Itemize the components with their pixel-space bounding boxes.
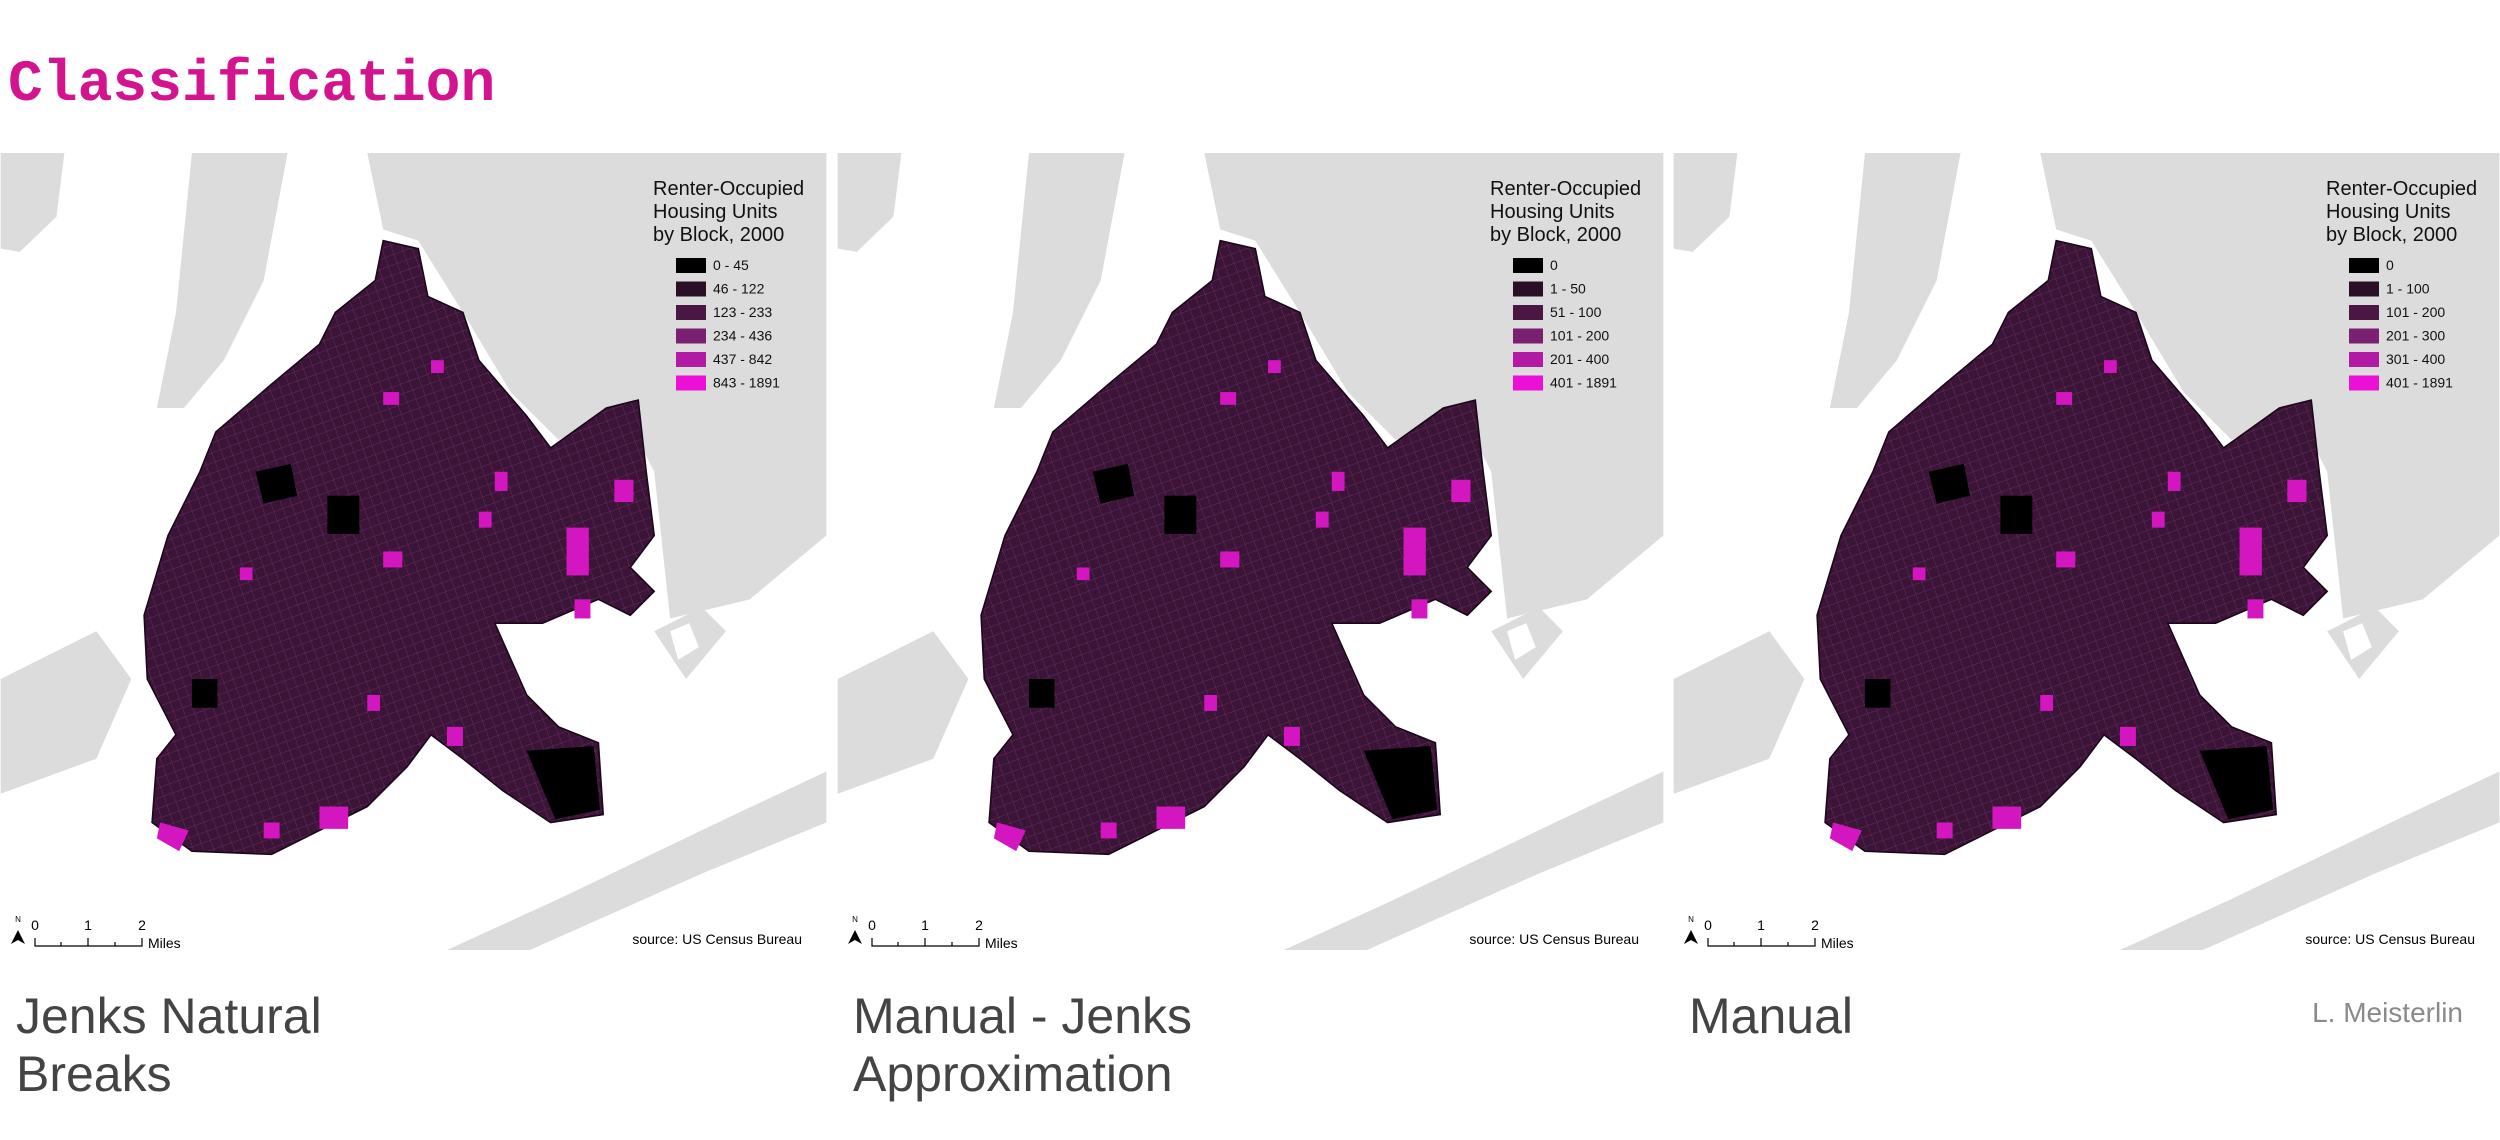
scale-bar xyxy=(871,938,980,947)
legend-swatch xyxy=(1513,352,1543,367)
scale-label: Miles xyxy=(1821,935,1854,951)
author: L. Meisterlin xyxy=(2312,997,2463,1028)
panel-caption: Breaks xyxy=(16,1046,172,1102)
legend-title: Renter-Occupied xyxy=(653,178,804,200)
legend-label: 401 - 1891 xyxy=(1550,375,1617,391)
slide-title: Classification xyxy=(8,53,495,118)
legend-label: 437 - 842 xyxy=(713,351,772,367)
legend-swatch xyxy=(676,281,706,297)
source-note: source: US Census Bureau xyxy=(632,931,802,947)
scale-label: 1 xyxy=(1757,917,1765,933)
legend-swatch xyxy=(676,352,706,367)
legend-label: 201 - 400 xyxy=(1550,351,1609,367)
legend-title: by Block, 2000 xyxy=(1490,224,1621,246)
scale-bar xyxy=(1707,938,1816,947)
legend-label: 51 - 100 xyxy=(1550,304,1602,320)
scale-bar xyxy=(34,938,143,947)
legend-swatch xyxy=(676,258,706,273)
scale-label: 2 xyxy=(138,917,146,933)
legend-title: Renter-Occupied xyxy=(1490,178,1641,200)
legend-title: Housing Units xyxy=(653,201,778,223)
legend-title: Housing Units xyxy=(2326,201,2451,223)
legend-label: 101 - 200 xyxy=(1550,328,1609,344)
legend-swatch xyxy=(2349,281,2379,297)
scale-label: 1 xyxy=(921,917,929,933)
legend-title: by Block, 2000 xyxy=(653,224,784,246)
source-note: source: US Census Bureau xyxy=(2305,931,2475,947)
legend-title: Housing Units xyxy=(1490,201,1615,223)
panel-caption: Manual - Jenks xyxy=(853,988,1192,1044)
scale-label: Miles xyxy=(148,935,181,951)
panel-caption: Manual xyxy=(1689,988,1853,1044)
legend-label: 1 - 50 xyxy=(1550,281,1586,297)
legend-swatch xyxy=(676,375,706,391)
legend-label: 123 - 233 xyxy=(713,304,772,320)
panel-caption: Approximation xyxy=(853,1046,1173,1102)
legend-swatch xyxy=(2349,375,2379,391)
north-arrow xyxy=(11,930,25,944)
legend-swatch xyxy=(1513,305,1543,320)
legend-swatch xyxy=(1513,281,1543,297)
scale-label: 0 xyxy=(1704,917,1712,933)
north-arrow xyxy=(1684,930,1698,944)
north-label: N xyxy=(852,915,858,924)
legend-swatch xyxy=(1513,328,1543,344)
legend-title: by Block, 2000 xyxy=(2326,224,2457,246)
legend-swatch xyxy=(1513,375,1543,391)
north-label: N xyxy=(15,915,21,924)
legend-label: 0 xyxy=(2386,257,2394,273)
legend-label: 201 - 300 xyxy=(2386,328,2445,344)
scale-label: 0 xyxy=(31,917,39,933)
legend-swatch xyxy=(1513,258,1543,273)
legend-title: Renter-Occupied xyxy=(2326,178,2477,200)
legend-label: 401 - 1891 xyxy=(2386,375,2453,391)
scale-label: Miles xyxy=(985,935,1018,951)
scale-label: 2 xyxy=(975,917,983,933)
legend-label: 1 - 100 xyxy=(2386,281,2430,297)
panel-caption: Jenks Natural xyxy=(16,988,322,1044)
north-arrow xyxy=(848,930,862,944)
legend-swatch xyxy=(2349,352,2379,367)
source-note: source: US Census Bureau xyxy=(1469,931,1639,947)
legend-swatch xyxy=(2349,305,2379,320)
legend-label: 46 - 122 xyxy=(713,281,765,297)
scale-label: 0 xyxy=(868,917,876,933)
north-label: N xyxy=(1688,915,1694,924)
legend-swatch xyxy=(2349,328,2379,344)
legend-label: 301 - 400 xyxy=(2386,351,2445,367)
legend-label: 234 - 436 xyxy=(713,328,772,344)
legend-label: 0 xyxy=(1550,257,1558,273)
legend-swatch xyxy=(676,305,706,320)
legend-label: 101 - 200 xyxy=(2386,304,2445,320)
scale-label: 1 xyxy=(84,917,92,933)
scale-label: 2 xyxy=(1811,917,1819,933)
legend-swatch xyxy=(2349,258,2379,273)
legend-swatch xyxy=(676,328,706,344)
legend-label: 0 - 45 xyxy=(713,257,749,273)
legend-label: 843 - 1891 xyxy=(713,375,780,391)
